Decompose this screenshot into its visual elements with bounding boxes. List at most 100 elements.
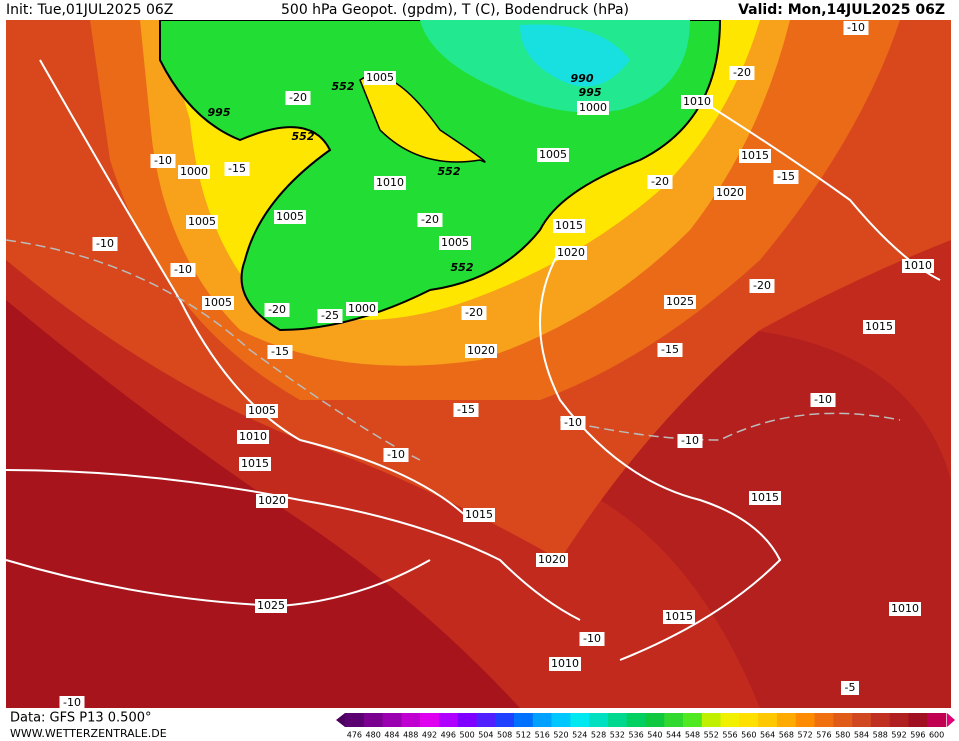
label-box	[579, 632, 605, 646]
colorbar-label: 504	[478, 731, 493, 740]
colorbar-label: 592	[891, 731, 906, 740]
map-title: 500 hPa Geopot. (gpdm), T (C), Bodendruc…	[281, 2, 629, 18]
label-box	[560, 416, 586, 430]
label-box	[889, 602, 921, 616]
pressure-label: 1015	[241, 457, 269, 470]
colorbar-label: 536	[628, 731, 643, 740]
colorbar-label: 532	[610, 731, 625, 740]
colorbar-label: 560	[741, 731, 756, 740]
temperature-label: -20	[421, 213, 439, 226]
label-box	[536, 553, 568, 567]
label-box	[714, 186, 746, 200]
label-box	[317, 309, 343, 323]
temperature-label: -15	[457, 403, 475, 416]
pressure-label: 1025	[666, 295, 694, 308]
label-box	[255, 599, 287, 613]
temperature-label: -20	[268, 303, 286, 316]
label-box	[224, 162, 250, 176]
colorbar-label: 476	[347, 731, 362, 740]
colorbar-label: 540	[647, 731, 662, 740]
colorbar-cell	[570, 713, 590, 727]
label-box	[549, 657, 581, 671]
label-box	[749, 279, 775, 293]
colorbar-label: 524	[572, 731, 587, 740]
label-box	[246, 404, 278, 418]
pressure-label: 1010	[891, 602, 919, 615]
colorbar-label: 584	[854, 731, 869, 740]
colorbar-cell	[363, 713, 383, 727]
label-box	[553, 219, 585, 233]
pressure-label: 1005	[539, 148, 567, 161]
map	[5, 19, 951, 708]
pressure-label: 1015	[465, 508, 493, 521]
temperature-label: -20	[289, 91, 307, 104]
colorbar-cell	[438, 713, 458, 727]
label-box	[537, 148, 569, 162]
label-box	[285, 91, 311, 105]
colorbar-label: 548	[685, 731, 700, 740]
colorbar-cell	[758, 713, 778, 727]
colorbar-cell	[457, 713, 477, 727]
pressure-label: 1010	[376, 176, 404, 189]
colorbar-cell	[814, 713, 834, 727]
label-box	[657, 343, 683, 357]
label-box	[364, 71, 396, 85]
colorbar-cell	[739, 713, 759, 727]
label-box	[463, 508, 495, 522]
map-labels: 995 1000 1005 1005 1005 1010 1015 1020 1025 1020 1…	[59, 21, 934, 710]
colorbar-label: 572	[798, 731, 813, 740]
pressure-label: 1000	[180, 165, 208, 178]
temperature-label: -10	[564, 416, 582, 429]
temperature-label: -10	[63, 696, 81, 709]
colorbar-cell	[664, 713, 684, 727]
label-box	[647, 175, 673, 189]
label-box	[439, 236, 471, 250]
colorbar-cell	[551, 713, 571, 727]
label-box	[202, 296, 234, 310]
label-box	[841, 681, 859, 695]
colorbar-label: 564	[760, 731, 775, 740]
pressure-label: 1005	[441, 236, 469, 249]
colorbar-label: 492	[422, 731, 437, 740]
label-box	[417, 213, 443, 227]
colorbar-label: 516	[535, 731, 550, 740]
label-box	[681, 95, 713, 109]
pressure-label: 1000	[348, 302, 376, 315]
colorbar-arrow	[336, 713, 345, 727]
temperature-label: -25	[321, 309, 339, 322]
temperature-label: -10	[174, 263, 192, 276]
label-box	[59, 696, 85, 710]
label-box	[729, 66, 755, 80]
label-box	[374, 176, 406, 190]
label-box	[150, 154, 176, 168]
pressure-label: 1025	[257, 599, 285, 612]
label-box	[555, 246, 587, 260]
colorbar-label: 512	[516, 731, 531, 740]
temperature-label: -10	[583, 632, 601, 645]
colorbar-cell	[401, 713, 421, 727]
temperature-label: -20	[465, 306, 483, 319]
colorbar-label: 520	[553, 731, 568, 740]
colorbar-cell	[345, 713, 365, 727]
colorbar-label: 480	[366, 731, 381, 740]
colorbar-cell	[626, 713, 646, 727]
height-label: 552	[451, 261, 474, 274]
colorbar-label: 508	[497, 731, 512, 740]
label-box	[237, 430, 269, 444]
colorbar-label: 580	[835, 731, 850, 740]
height-label: 990	[571, 72, 594, 85]
colorbar-cell	[870, 713, 890, 727]
height-label: 552	[332, 80, 355, 93]
label-box	[383, 448, 409, 462]
colorbar-cell	[589, 713, 609, 727]
label-box	[346, 302, 378, 316]
height-label: 552	[292, 130, 315, 143]
label-box	[677, 434, 703, 448]
temperature-label: -20	[733, 66, 751, 79]
colorbar-cell	[889, 713, 909, 727]
pressure-label: 1005	[188, 215, 216, 228]
colorbar-cell	[514, 713, 534, 727]
pressure-label: 1005	[276, 210, 304, 223]
colorbar-cell	[852, 713, 872, 727]
colorbar-label: 496	[441, 731, 456, 740]
